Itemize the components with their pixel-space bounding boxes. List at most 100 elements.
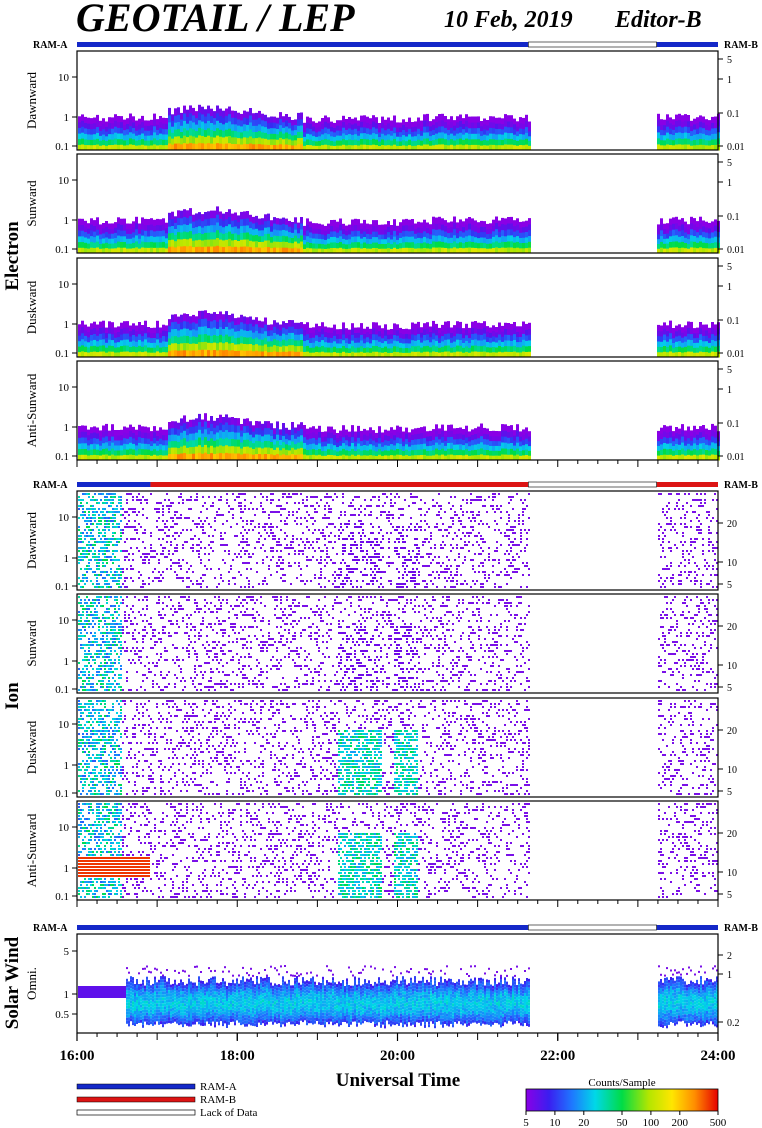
spectrum-cell bbox=[122, 583, 124, 585]
spectrum-cell bbox=[693, 124, 696, 130]
spectrum-cell bbox=[285, 444, 288, 450]
channel-label: Duskward bbox=[24, 280, 39, 334]
spectrum-cell bbox=[112, 499, 114, 501]
spectrum-cell bbox=[87, 440, 90, 446]
spectrum-cell bbox=[324, 347, 327, 353]
spectrum-cell bbox=[663, 431, 666, 437]
spectrum-cell bbox=[144, 529, 146, 531]
spectrum-cell bbox=[153, 225, 156, 231]
spectrum-cell bbox=[699, 139, 702, 145]
spectrum-cell bbox=[144, 140, 147, 145]
spectrum-cell bbox=[81, 327, 84, 334]
ram-bar-segment bbox=[657, 42, 718, 47]
spectrum-cell bbox=[150, 328, 153, 333]
spectrum-cell bbox=[519, 337, 522, 343]
spectrum-cell bbox=[714, 426, 717, 432]
spectrum-cell bbox=[186, 110, 189, 117]
spectrum-cell bbox=[104, 571, 106, 573]
spectrum-cell bbox=[462, 227, 465, 233]
spectrum-cell bbox=[687, 138, 690, 144]
spectrum-cell bbox=[510, 437, 513, 443]
spectrum-cell bbox=[414, 238, 417, 243]
spectrum-cell bbox=[498, 134, 501, 140]
spectrum-cell bbox=[117, 139, 120, 145]
spectrum-cell bbox=[468, 338, 471, 343]
spectrum-cell bbox=[108, 526, 110, 528]
spectrum-cell bbox=[189, 238, 192, 246]
spectrum-cell bbox=[342, 133, 345, 139]
spectrum-cell bbox=[171, 322, 174, 330]
spectrum-cell bbox=[186, 314, 189, 322]
spectrum-cell bbox=[134, 526, 136, 528]
spectrum-cell bbox=[303, 330, 306, 336]
spectrum-cell bbox=[684, 132, 687, 139]
spectrum-cell bbox=[393, 445, 396, 451]
spectrum-cell bbox=[198, 334, 201, 342]
spectrum-cell bbox=[297, 138, 300, 145]
spectrum-cell bbox=[147, 219, 150, 225]
spectrum-cell bbox=[507, 323, 510, 329]
spectrum-cell bbox=[399, 238, 402, 244]
spectrum-cell bbox=[423, 335, 426, 341]
spectrum-cell bbox=[420, 135, 423, 140]
spectrum-cell bbox=[282, 435, 285, 442]
spectrum-cell bbox=[462, 123, 465, 129]
spectrum-cell bbox=[279, 335, 282, 341]
spectrum-cell bbox=[267, 214, 270, 221]
spectrum-cell bbox=[165, 243, 168, 249]
spectrum-cell bbox=[138, 129, 141, 135]
spectrum-cell bbox=[324, 332, 327, 338]
spectrum-cell bbox=[519, 331, 522, 337]
spectrum-cell bbox=[456, 133, 459, 139]
spectrum-cell bbox=[678, 236, 681, 242]
spectrum-cell bbox=[681, 121, 684, 127]
spectrum-cell bbox=[177, 218, 180, 226]
spectrum-cell bbox=[666, 341, 669, 347]
spectrum-cell bbox=[684, 126, 687, 133]
spectrum-cell bbox=[243, 111, 246, 118]
spectrum-cell bbox=[177, 317, 180, 324]
spectrum-cell bbox=[135, 336, 138, 342]
spectrum-cell bbox=[327, 128, 330, 134]
spectrum-cell bbox=[264, 344, 267, 351]
spectrum-cell bbox=[321, 118, 324, 124]
spectrum-cell bbox=[261, 424, 264, 431]
spectrum-cell bbox=[261, 321, 264, 327]
spectrum-cell bbox=[82, 499, 84, 501]
spectrum-cell bbox=[477, 346, 480, 352]
spectrum-cell bbox=[294, 433, 297, 439]
spectrum-cell bbox=[453, 325, 456, 331]
spectrum-cell bbox=[378, 141, 381, 146]
spectrum-cell bbox=[276, 328, 279, 334]
spectrum-cell bbox=[462, 439, 465, 445]
spectrum-cell bbox=[390, 234, 393, 239]
spectrum-cell bbox=[390, 230, 393, 235]
spectrum-cell bbox=[690, 217, 693, 224]
spectrum-cell bbox=[213, 440, 216, 447]
spectrum-cell bbox=[426, 120, 429, 127]
spectrum-cell bbox=[168, 240, 171, 247]
spectrum-cell bbox=[357, 327, 360, 332]
spectrum-cell bbox=[339, 450, 342, 455]
spectrum-cell bbox=[708, 445, 711, 451]
spectrum-cell bbox=[124, 580, 126, 582]
spectrum-cell bbox=[258, 124, 261, 131]
spectrum-cell bbox=[345, 450, 348, 456]
spectrum-cell bbox=[165, 118, 168, 124]
spectrum-cell bbox=[116, 508, 118, 510]
spectrum-cell bbox=[240, 126, 243, 132]
spectrum-cell bbox=[405, 343, 408, 348]
spectrum-cell bbox=[141, 229, 144, 235]
spectrum-cell bbox=[396, 136, 399, 141]
spectrum-cell bbox=[423, 236, 426, 242]
spectrum-cell bbox=[327, 443, 330, 449]
spectrum-cell bbox=[432, 135, 435, 141]
spectrum-cell bbox=[104, 517, 106, 519]
spectrum-cell bbox=[483, 444, 486, 450]
spectrum-cell bbox=[705, 243, 708, 249]
spectrum-cell bbox=[213, 335, 216, 343]
spectrum-cell bbox=[108, 529, 110, 531]
spectrum-cell bbox=[468, 223, 471, 230]
spectrum-cell bbox=[282, 133, 285, 139]
spectrum-cell bbox=[348, 446, 351, 451]
